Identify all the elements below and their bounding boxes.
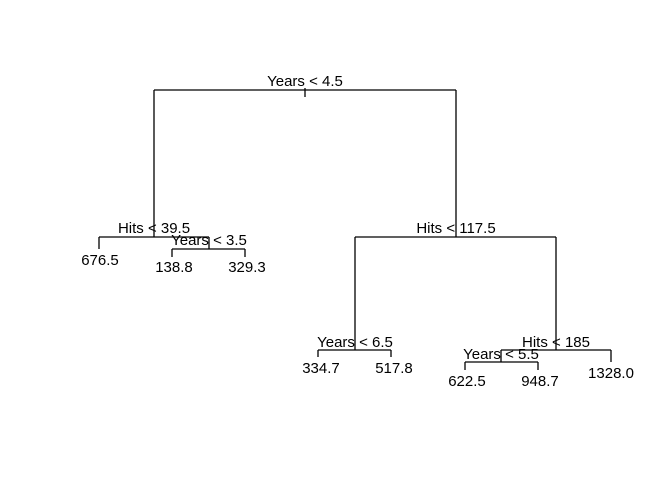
split-left-right-label: Years < 3.5 [171,232,247,249]
split-right-right-label: Hits < 185 [522,334,590,351]
leaf-value: 138.8 [155,259,193,276]
leaf-value: 517.8 [375,360,413,377]
leaf-value: 676.5 [81,252,119,269]
split-right-left-label: Years < 6.5 [317,334,393,351]
leaf-value: 948.7 [521,373,559,390]
leaf-value: 622.5 [448,373,486,390]
split-right-label: Hits < 117.5 [416,220,495,237]
leaf-value: 329.3 [228,259,266,276]
split-right-right-left-label: Years < 5.5 [463,346,539,363]
split-root-label: Years < 4.5 [267,73,343,90]
leaf-value: 334.7 [302,360,340,377]
leaf-value: 1328.0 [588,365,634,382]
split-left-label: Hits < 39.5 [118,220,190,237]
